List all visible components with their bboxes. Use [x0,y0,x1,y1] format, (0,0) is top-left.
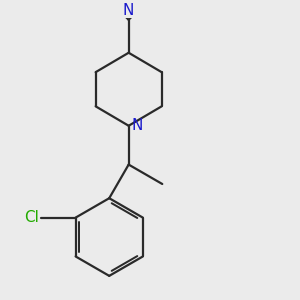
Text: N: N [123,3,134,18]
Text: Cl: Cl [24,210,39,225]
Text: N: N [132,118,143,133]
